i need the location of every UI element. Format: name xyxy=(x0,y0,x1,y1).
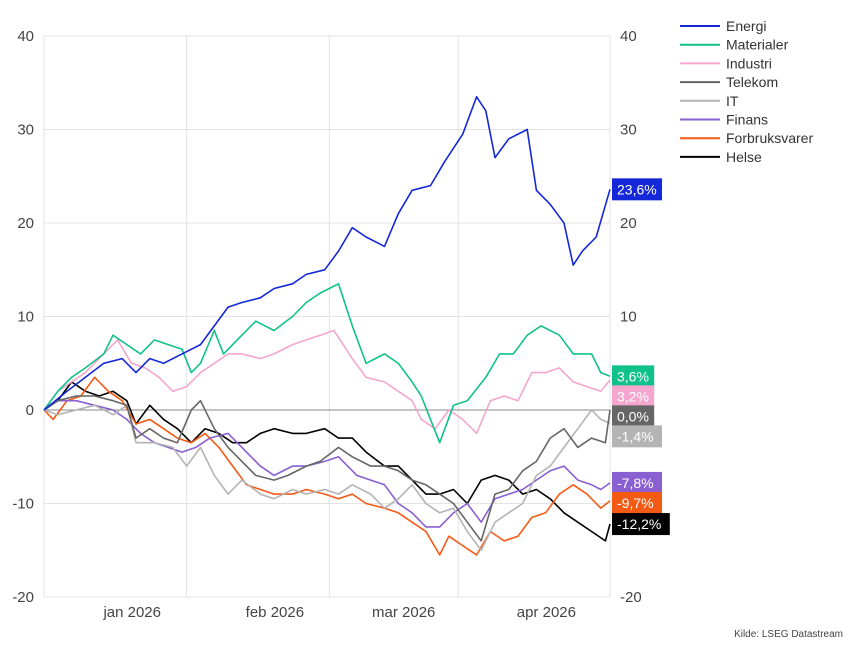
legend-item-it: IT xyxy=(680,93,739,109)
legend-item-materialer: Materialer xyxy=(680,37,789,53)
legend-label: Energi xyxy=(726,18,766,34)
end-label-it: -1,4% xyxy=(612,425,662,448)
legend-label: Industri xyxy=(726,55,772,71)
source-note: Kilde: LSEG Datastream xyxy=(734,629,843,640)
end-label-text: 23,6% xyxy=(617,181,657,197)
y-tick-label-left: 40 xyxy=(17,28,34,45)
end-label-text: 3,6% xyxy=(617,368,649,384)
legend-label: Finans xyxy=(726,112,768,128)
end-label-energi: 23,6% xyxy=(612,178,662,201)
end-label-text: -1,4% xyxy=(617,428,654,444)
end-label-helse: -12,2% xyxy=(612,513,670,536)
y-tick-label-left: 10 xyxy=(17,309,34,326)
series-line-materialer xyxy=(43,282,611,444)
series-line-industri xyxy=(43,329,611,435)
series-lines xyxy=(43,96,611,556)
legend-label: Materialer xyxy=(726,37,789,53)
y-tick-label-left: -10 xyxy=(12,496,34,513)
y-tick-label-right: 30 xyxy=(620,122,637,139)
y-tick-label-left: 30 xyxy=(17,122,34,139)
end-label-finans: -7,8% xyxy=(612,471,662,494)
x-tick-label: mar 2026 xyxy=(372,604,435,621)
series-line-telekom xyxy=(43,395,611,542)
end-label-text: -7,8% xyxy=(617,475,654,491)
series-line-finans xyxy=(43,399,611,528)
series-line-energi xyxy=(43,96,611,411)
legend-label: Helse xyxy=(726,149,762,165)
legend-item-industri: Industri xyxy=(680,55,772,71)
legend-label: Forbruksvarer xyxy=(726,130,813,146)
end-label-box xyxy=(612,365,655,388)
series-line-forbruksvarer xyxy=(43,376,611,556)
legend-item-helse: Helse xyxy=(680,149,762,165)
end-label-box xyxy=(612,178,662,201)
y-tick-label-left: 20 xyxy=(17,215,34,232)
legend-item-telekom: Telekom xyxy=(680,74,778,90)
y-tick-label-right: 10 xyxy=(620,309,637,326)
grid-lines xyxy=(43,35,611,598)
y-tick-label-left: 0 xyxy=(26,402,34,419)
legend-item-energi: Energi xyxy=(680,18,766,34)
y-tick-label-left: -20 xyxy=(12,589,34,606)
series-line-it xyxy=(43,404,611,552)
end-label-box xyxy=(612,513,670,536)
end-label-text: 0,0% xyxy=(617,408,649,424)
end-label-text: -12,2% xyxy=(617,516,661,532)
end-label-box xyxy=(612,425,662,448)
end-label-box xyxy=(612,471,662,494)
end-label-box xyxy=(612,385,655,408)
end-label-text: -9,7% xyxy=(617,495,654,511)
x-tick-label: jan 2026 xyxy=(102,604,161,621)
legend-label: IT xyxy=(726,93,739,109)
y-axis-left: 40 30 20 10 0 -10 -20 xyxy=(12,28,34,606)
end-labels: 23,6% 3,6% 3,2% 0,0% -1,4% -7,8% -9,7% -12,2% xyxy=(612,178,670,536)
x-tick-label: feb 2026 xyxy=(246,604,304,621)
legend-label: Telekom xyxy=(726,74,778,90)
x-axis: jan 2026 feb 2026 mar 2026 apr 2026 xyxy=(102,604,576,621)
legend-item-forbruksvarer: Forbruksvarer xyxy=(680,130,813,146)
legend: Energi Materialer Industri Telekom IT Finans F… xyxy=(680,18,813,165)
end-label-industri: 3,2% xyxy=(612,385,655,408)
end-label-box xyxy=(612,405,655,428)
end-label-text: 3,2% xyxy=(617,388,649,404)
y-tick-label-right: 20 xyxy=(620,215,637,232)
y-tick-label-right: -20 xyxy=(620,589,642,606)
end-label-forbruksvarer: -9,7% xyxy=(612,491,662,514)
y-tick-label-right: 40 xyxy=(620,28,637,45)
end-label-box xyxy=(612,491,662,514)
x-tick-label: apr 2026 xyxy=(517,604,576,621)
end-label-telekom: 0,0% xyxy=(612,405,655,428)
end-label-materialer: 3,6% xyxy=(612,365,655,388)
legend-item-finans: Finans xyxy=(680,112,768,128)
